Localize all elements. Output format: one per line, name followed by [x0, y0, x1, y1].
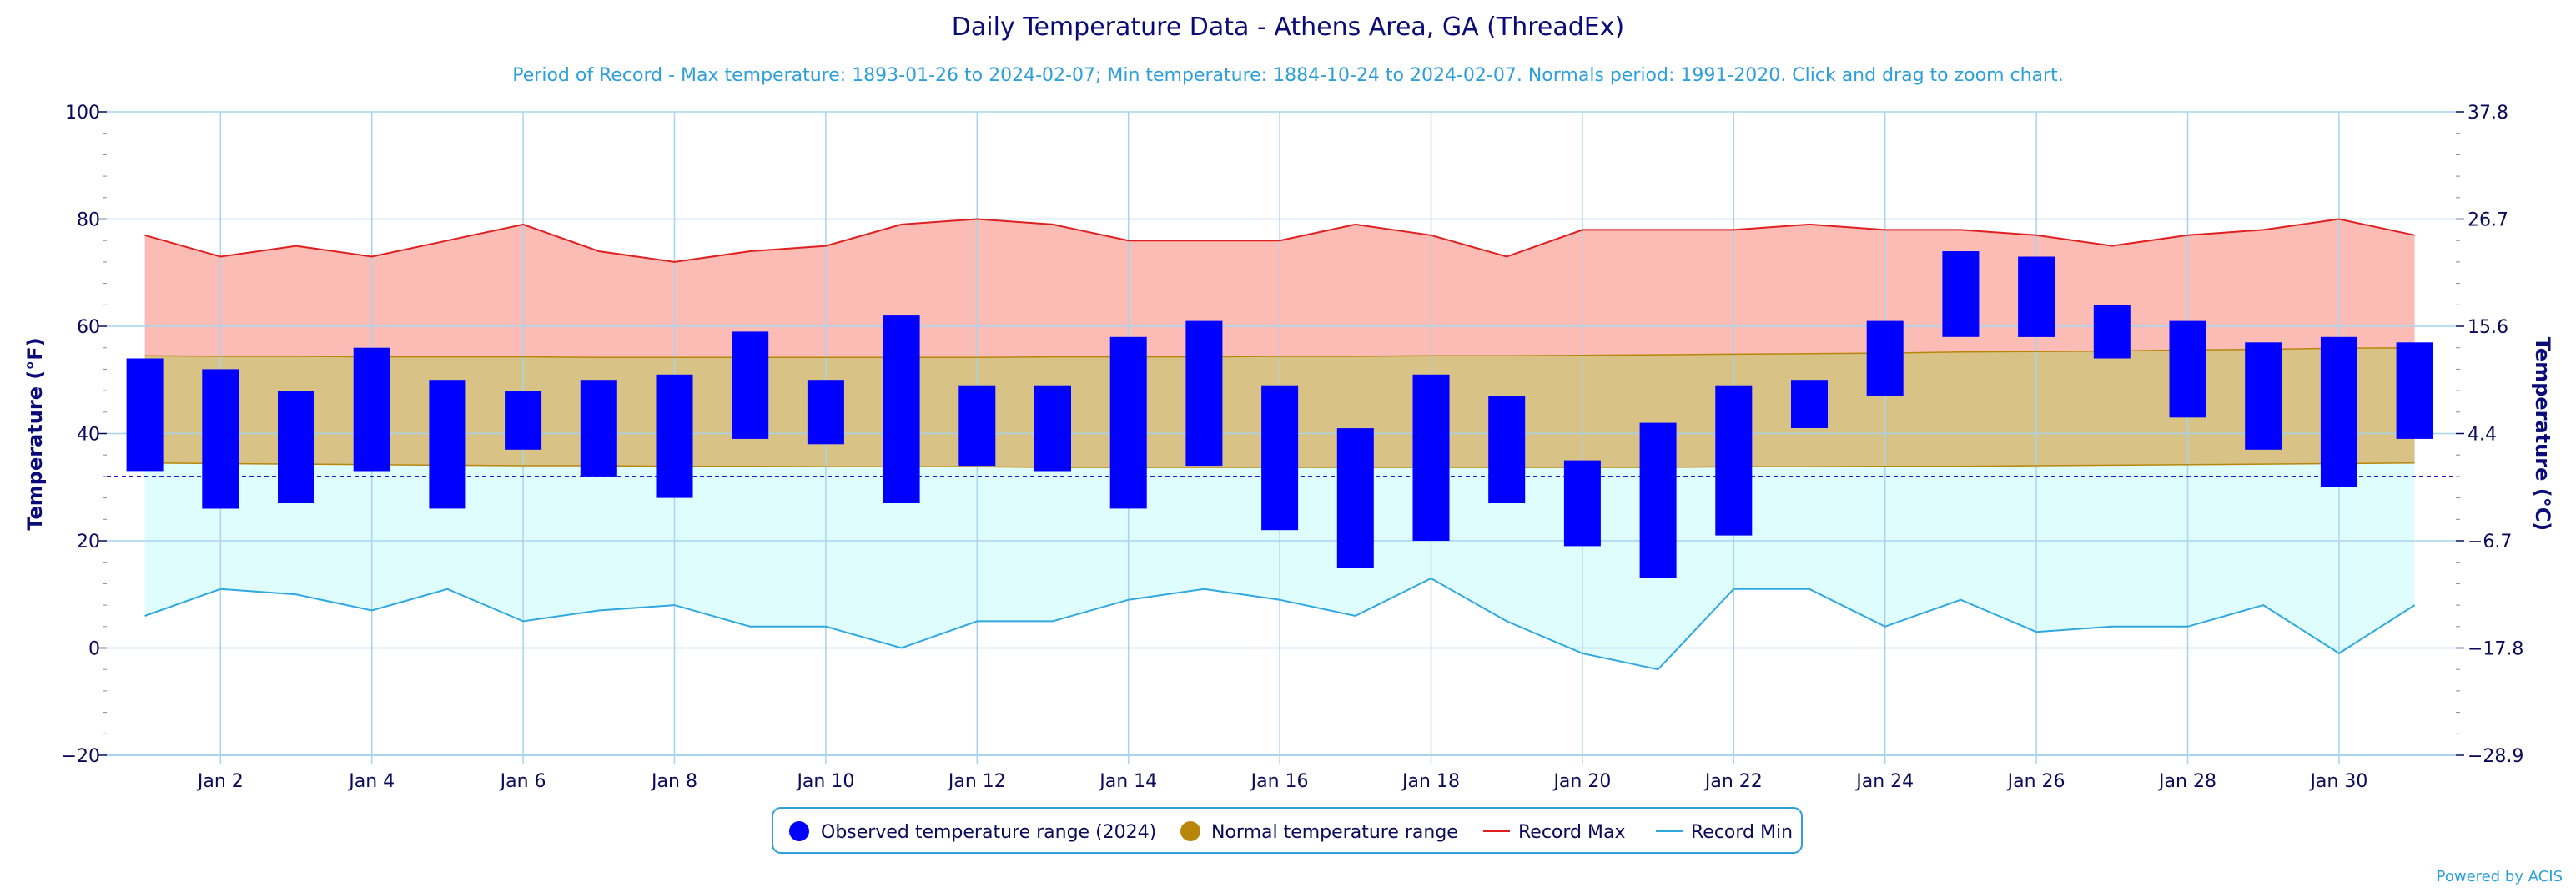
chart-subtitle: Period of Record - Max temperature: 1893… [512, 65, 2063, 86]
observed-bar-jan-2[interactable] [202, 369, 239, 509]
observed-bar-jan-23[interactable] [1791, 380, 1828, 428]
x-tick-label: Jan 2 [196, 771, 244, 792]
observed-bar-jan-15[interactable] [1185, 320, 1223, 467]
axis-layer: 100 37.8 80 26.7 60 15.6 40 4.4 20 −6.7 0 −17.8 −20 −… [62, 103, 2524, 792]
observed-bar-jan-4[interactable] [353, 347, 390, 472]
x-tick-label: Jan 16 [1250, 771, 1309, 792]
observed-bar-jan-7[interactable] [580, 380, 617, 477]
legend-item-record-min[interactable]: Record Min [1656, 822, 1793, 843]
observed-bar-jan-8[interactable] [656, 374, 693, 498]
x-tick-label: Jan 22 [1703, 771, 1763, 792]
x-tick-label: Jan 4 [347, 771, 395, 792]
observed-bar-jan-26[interactable] [2018, 256, 2055, 337]
y-tick-label: 20 [77, 532, 100, 552]
x-tick-label: Jan 6 [499, 771, 546, 792]
observed-bar-jan-28[interactable] [2169, 320, 2206, 418]
legend-observed-label: Observed temperature range (2024) [821, 822, 1156, 843]
legend-item-normal[interactable]: Normal temperature range [1180, 821, 1458, 843]
chart-title: Daily Temperature Data - Athens Area, GA… [952, 13, 1624, 42]
x-tick-label: Jan 18 [1401, 771, 1460, 792]
y2-tick-label: 37.8 [2468, 103, 2508, 124]
legend-normal-marker [1180, 821, 1200, 841]
observed-bar-jan-5[interactable] [429, 380, 466, 509]
y2-tick-label: 26.7 [2468, 210, 2508, 231]
x-tick-label: Jan 14 [1098, 771, 1157, 792]
observed-bar-jan-21[interactable] [1639, 422, 1677, 578]
observed-bar-jan-24[interactable] [1866, 320, 1904, 396]
observed-bar-jan-20[interactable] [1563, 460, 1601, 547]
y2-tick-label: −17.8 [2468, 639, 2523, 660]
observed-bar-jan-12[interactable] [958, 385, 996, 467]
credits-link[interactable]: Powered by ACIS [2437, 868, 2563, 885]
x-tick-label: Jan 28 [2157, 771, 2216, 792]
legend-observed-marker [789, 821, 809, 841]
observed-bar-jan-22[interactable] [1715, 385, 1753, 536]
legend-record-min-label: Record Min [1691, 822, 1793, 843]
legend-normal-label: Normal temperature range [1211, 822, 1458, 843]
observed-bar-jan-6[interactable] [505, 391, 542, 450]
normal-high-line [144, 346, 2415, 359]
observed-bar-jan-14[interactable] [1109, 336, 1147, 509]
y2-tick-label: −28.9 [2468, 746, 2523, 767]
observed-bar-jan-9[interactable] [732, 331, 769, 439]
observed-bar-jan-25[interactable] [1942, 251, 1980, 337]
observed-bar-jan-27[interactable] [2093, 305, 2131, 359]
y-tick-label: 40 [77, 425, 100, 446]
y-tick-label: 100 [65, 103, 100, 124]
observed-bar-jan-13[interactable] [1034, 385, 1071, 472]
legend-item-observed[interactable]: Observed temperature range (2024) [789, 821, 1156, 843]
x-tick-label: Jan 10 [795, 771, 854, 792]
observed-bar-jan-31[interactable] [2396, 342, 2433, 439]
observed-bar-jan-18[interactable] [1412, 374, 1450, 541]
observed-bars-layer[interactable] [126, 251, 2433, 578]
x-tick-label: Jan 30 [2308, 771, 2367, 792]
x-tick-label: Jan 24 [1854, 771, 1914, 792]
observed-bar-jan-19[interactable] [1488, 396, 1526, 504]
y2-tick-label: 4.4 [2468, 425, 2497, 446]
record-min-line [144, 577, 2416, 671]
observed-bar-jan-11[interactable] [883, 315, 920, 503]
x-tick-label: Jan 8 [650, 771, 697, 792]
observed-bar-jan-10[interactable] [807, 380, 844, 445]
record-lines-layer [144, 218, 2416, 671]
x-tick-label: Jan 12 [947, 771, 1006, 792]
x-tick-label: Jan 26 [2006, 771, 2065, 792]
y2-axis-title: Temperature (°C) [2531, 337, 2554, 532]
y-tick-label: 80 [77, 210, 100, 231]
legend-record-max-label: Record Max [1518, 822, 1626, 843]
y2-tick-label: 15.6 [2468, 317, 2508, 338]
legend-item-record-max[interactable]: Record Max [1483, 822, 1626, 843]
observed-bar-jan-1[interactable] [126, 358, 164, 472]
legend-box [772, 807, 1803, 854]
y-tick-label: −20 [62, 746, 100, 767]
y2-tick-label: −6.7 [2468, 532, 2512, 552]
y-tick-label: 60 [77, 317, 100, 338]
observed-bar-jan-30[interactable] [2320, 336, 2357, 487]
x-tick-label: Jan 20 [1552, 771, 1611, 792]
record-max-line [144, 218, 2415, 263]
y-axis-title: Temperature (°F) [23, 337, 47, 530]
observed-bar-jan-29[interactable] [2245, 342, 2282, 450]
observed-bar-jan-17[interactable] [1336, 428, 1374, 568]
observed-bar-jan-3[interactable] [278, 391, 314, 503]
observed-bar-jan-16[interactable] [1261, 385, 1299, 531]
y-tick-label: 0 [88, 639, 100, 660]
legend: Observed temperature range (2024) Normal… [772, 807, 1803, 854]
